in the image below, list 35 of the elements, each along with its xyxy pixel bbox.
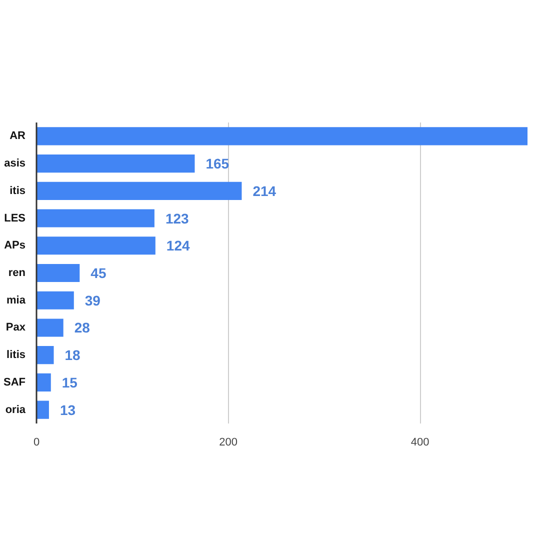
bar: [36, 373, 51, 392]
y-tick-label: itis: [10, 184, 26, 197]
data-label: 15: [62, 374, 78, 390]
bar: [36, 209, 154, 228]
y-tick-label: litis: [6, 349, 26, 362]
y-tick-label: ren: [8, 267, 26, 279]
data-label: 123: [165, 210, 190, 226]
y-tick-label: asis: [4, 158, 26, 170]
data-label: 124: [166, 238, 190, 254]
y-tick-label: AR: [10, 130, 26, 142]
y-tick-label: APs: [4, 240, 26, 252]
data-label: 18: [64, 347, 81, 364]
x-tick-label: 400: [410, 436, 430, 448]
data-label: 13: [60, 402, 76, 418]
bar: [36, 346, 54, 364]
y-tick-label: LES: [4, 212, 26, 224]
bar: [36, 127, 528, 146]
bar: [36, 182, 242, 200]
bar: [36, 264, 80, 282]
data-label: 214: [252, 182, 276, 199]
x-tick-label: 200: [219, 436, 238, 448]
bar: [36, 291, 74, 310]
x-tick-label: 0: [33, 436, 40, 448]
bar: [36, 154, 195, 173]
y-tick-label: mia: [6, 294, 26, 306]
bar: [36, 236, 156, 255]
data-label: 39: [84, 292, 101, 308]
data-label: 165: [206, 156, 230, 172]
bar: [36, 400, 49, 419]
y-tick-label: SAF: [4, 376, 26, 388]
data-label: 45: [90, 265, 106, 281]
bar: [36, 318, 64, 337]
y-tick-label: Pax: [6, 322, 26, 334]
data-label: 28: [74, 320, 90, 336]
y-tick-label: oria: [5, 404, 26, 416]
